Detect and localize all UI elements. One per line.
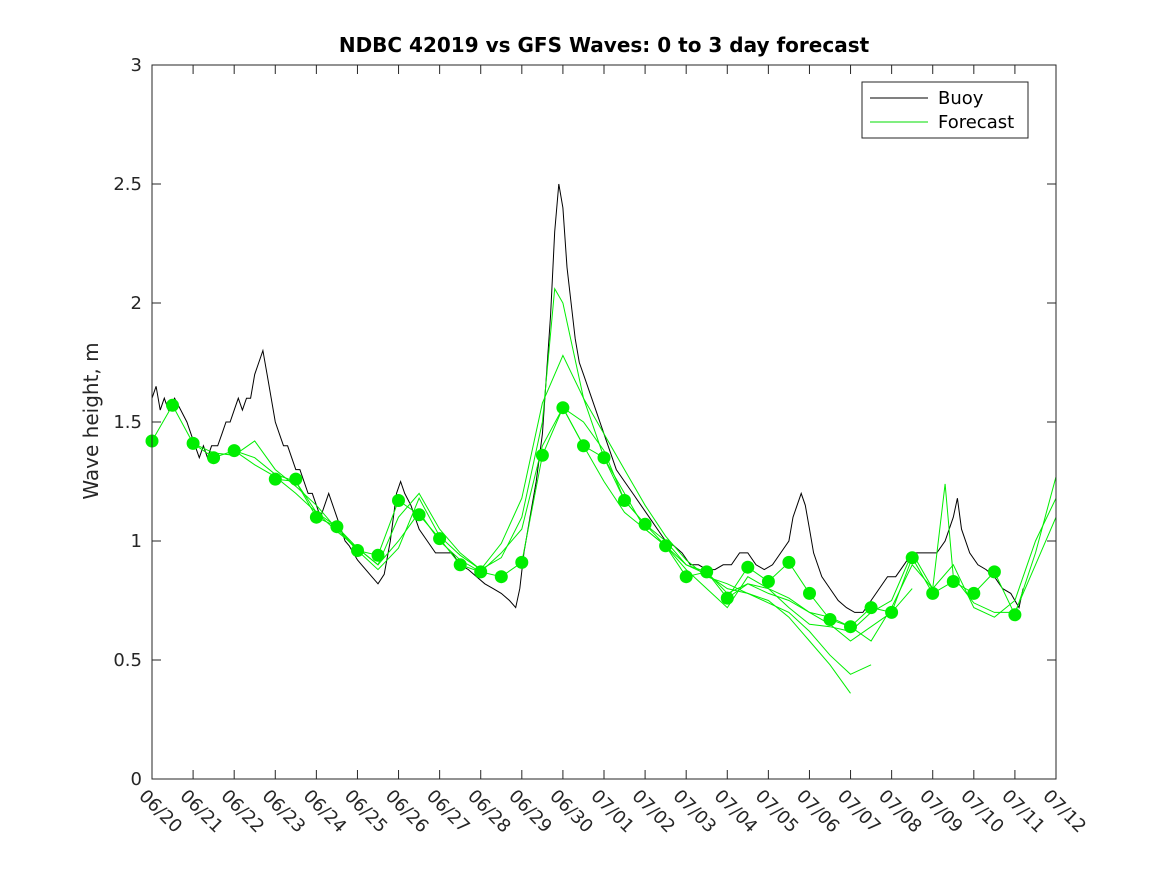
forecast-analysis-marker [556,401,570,415]
forecast-analysis-marker [700,565,714,579]
y-tick-label: 1 [131,531,142,552]
legend: Buoy Forecast [861,81,1029,139]
forecast-analysis-marker [494,570,508,584]
forecast-analysis-marker [967,586,981,600]
forecast-analysis-marker [166,398,179,412]
forecast-analysis-marker [885,605,899,619]
forecast-analysis-marker [207,451,221,465]
y-tick-label: 3 [131,55,142,76]
forecast-analysis-marker [803,586,816,600]
forecast-analysis-marker [289,472,303,486]
forecast-analysis-marker [227,444,241,458]
forecast-analysis-marker [577,439,590,453]
forecast-analysis-marker [186,436,200,450]
forecast-analysis-marker [823,613,837,626]
forecast-analysis-marker [268,472,282,486]
forecast-analysis-marker [926,586,940,600]
forecast-analysis-marker [351,544,364,557]
forecast-series-line [234,406,913,642]
legend-buoy-label: Buoy [938,88,984,109]
forecast-analysis-marker [946,575,960,588]
forecast-analysis-marker [535,448,549,462]
forecast-analysis-marker [618,494,631,507]
y-tick-label: 2 [131,293,142,314]
forecast-series-line [727,483,1057,642]
forecast-analysis-marker [782,555,796,569]
forecast-analysis-marker [1008,608,1022,622]
forecast-analysis-marker [987,565,1001,579]
forecast-analysis-marker [309,510,323,524]
forecast-analysis-marker [844,620,857,634]
forecast-analysis-marker [679,570,693,584]
forecast-analysis-marker [474,565,488,579]
forecast-analysis-marker [412,508,426,522]
forecast-series-line [192,354,872,675]
y-tick-label: 2.5 [113,174,142,195]
chart-title: NDBC 42019 vs GFS Waves: 0 to 3 day fore… [339,33,870,57]
forecast-analysis-marker [761,575,775,588]
plot-markers [145,398,1022,634]
y-axis-label: Wave height, m [79,342,103,499]
y-tick-label: 0 [131,769,142,790]
forecast-analysis-marker [433,532,447,546]
forecast-analysis-marker [371,548,385,562]
forecast-analysis-marker [330,520,344,534]
forecast-analysis-marker [741,560,755,574]
forecast-analysis-marker [453,558,467,572]
forecast-analysis-marker [659,539,673,553]
forecast-analysis-marker [597,451,611,465]
forecast-analysis-marker [392,494,405,507]
forecast-analysis-marker [905,551,919,565]
forecast-analysis-marker [638,517,652,531]
forecast-analysis-marker [515,555,529,569]
buoy-series-line [151,183,1024,613]
legend-box [861,81,1029,139]
forecast-analysis-marker [720,591,734,605]
legend-forecast-label: Forecast [938,112,1014,133]
y-tick-label: 1.5 [113,412,142,433]
forecast-analysis-marker [864,601,878,615]
y-tick-label: 0.5 [113,650,142,671]
y-axis-ticks: 0 0.5 1 1.5 2 2.5 3 [113,55,1056,790]
